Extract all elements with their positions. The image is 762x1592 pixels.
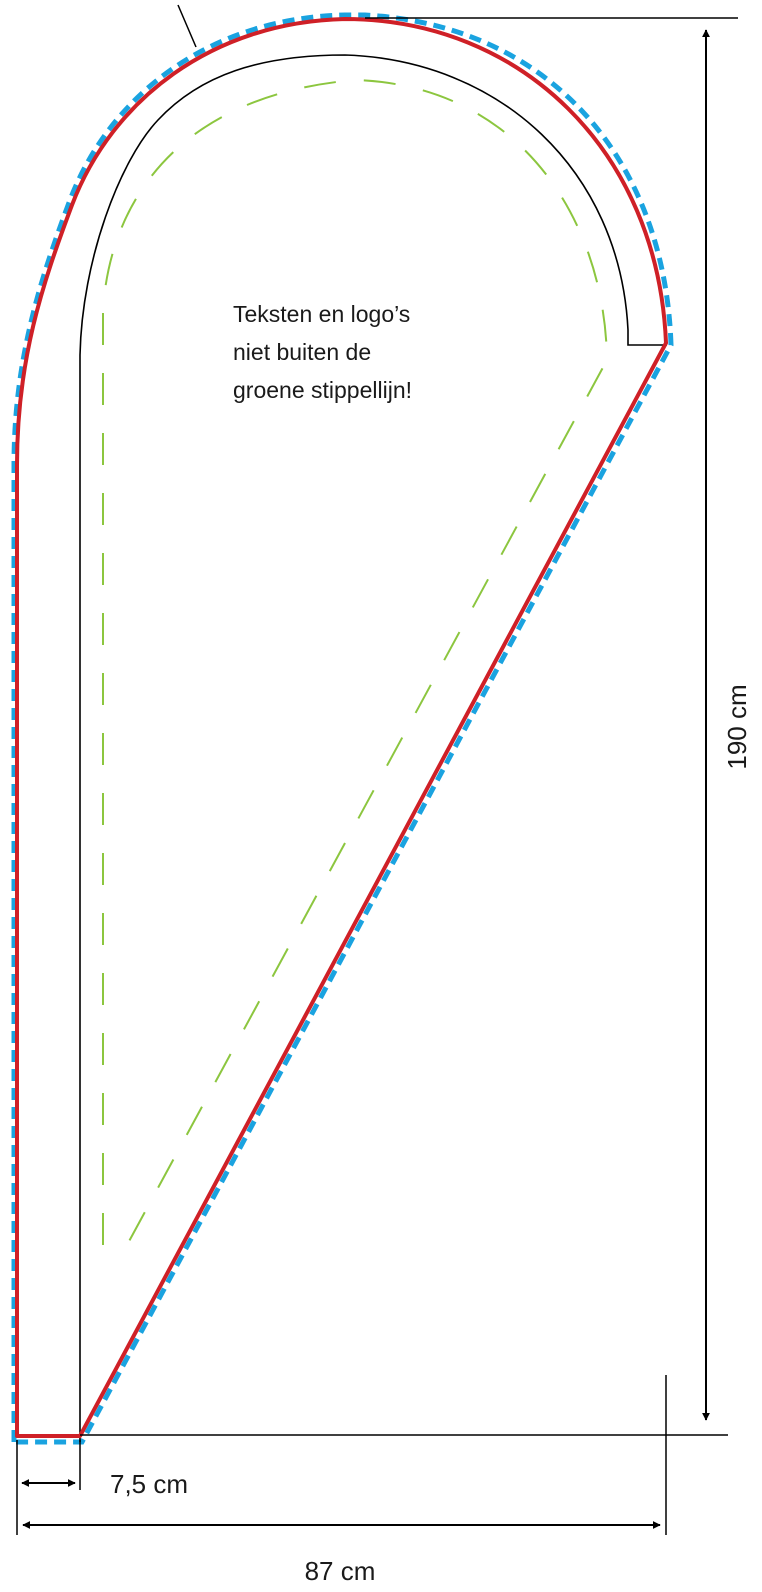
height-dimension-label: 190 cm (722, 684, 752, 769)
instruction-line-3: groene stippellijn! (233, 377, 412, 403)
width-dimension-label: 87 cm (305, 1556, 376, 1586)
sleeve-inner-line (79, 54, 667, 1442)
sleeve-dimension-label: 7,5 cm (110, 1469, 188, 1499)
cut-outline (15, 17, 668, 1438)
bleed-outline (11, 12, 674, 1445)
instruction-line-2: niet buiten de (233, 339, 371, 365)
safe-zone-outline (102, 78, 609, 1246)
instruction-line-1: Teksten en logo’s (233, 301, 410, 327)
leader-line (177, 4, 197, 48)
